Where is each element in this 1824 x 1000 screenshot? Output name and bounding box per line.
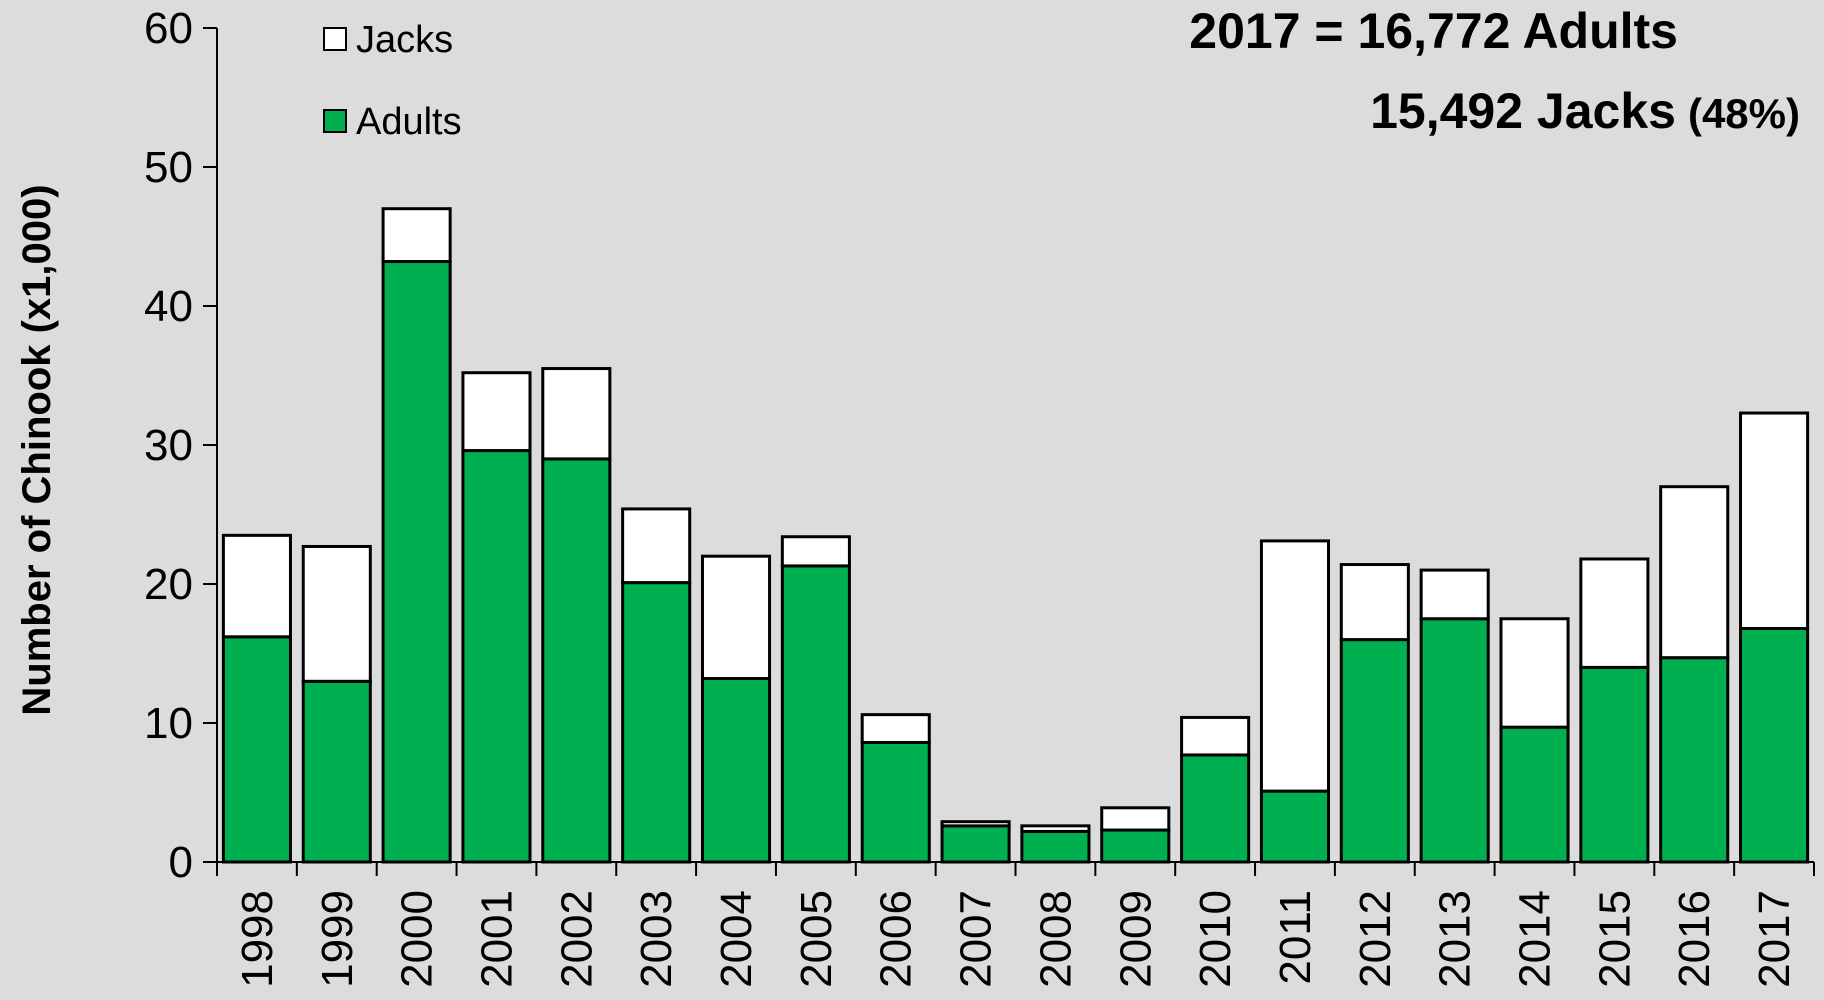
bar-jacks-2009: [1100, 806, 1171, 832]
bar-jacks-2002: [541, 367, 612, 461]
bar-adults-2007: [940, 824, 1011, 864]
bar-jacks-2012: [1339, 563, 1410, 642]
bar-jacks-2017: [1739, 411, 1810, 630]
bars-layer: [221, 207, 1810, 864]
bar-jacks-2014: [1499, 617, 1570, 729]
legend-swatch-adults: [323, 109, 347, 133]
bar-jacks-2007: [940, 820, 1011, 828]
bar-adults-2014: [1499, 725, 1570, 864]
bar-adults-2005: [780, 564, 851, 864]
x-tick-label-2001: 2001: [472, 890, 521, 988]
x-tick-label-2011: 2011: [1271, 890, 1320, 985]
bar-jacks-2006: [860, 713, 931, 744]
x-tick-label-2006: 2006: [872, 890, 921, 988]
bar-jacks-1998: [221, 533, 292, 639]
y-tick-label-20: 20: [144, 560, 193, 609]
legend-label-jacks: Jacks: [356, 19, 453, 61]
bar-adults-2008: [1020, 829, 1091, 864]
x-tick-label-2013: 2013: [1431, 890, 1480, 988]
x-tick-label-2000: 2000: [393, 890, 442, 988]
x-tick-label-2004: 2004: [712, 890, 761, 988]
bar-adults-2009: [1100, 828, 1171, 864]
bar-adults-2011: [1259, 789, 1331, 864]
y-tick-label-30: 30: [144, 421, 193, 470]
y-tick-label-40: 40: [144, 282, 193, 331]
annotation-jacks: 15,492 Jacks (48%): [1370, 83, 1800, 139]
axis-layer: 0 10 20 30 40 50 60 1998 1999 2000 2001 2002 2003 200…: [144, 4, 1815, 988]
bar-jacks-2001: [461, 371, 532, 453]
bar-jacks-2010: [1180, 715, 1251, 757]
x-tick-label-2003: 2003: [632, 890, 681, 988]
bar-adults-2012: [1339, 638, 1410, 864]
bar-jacks-2016: [1659, 485, 1730, 660]
x-tick-label-2016: 2016: [1670, 890, 1719, 988]
legend: Jacks Adults: [323, 19, 462, 143]
x-tick-label-2009: 2009: [1111, 890, 1160, 988]
x-tick-label-1999: 1999: [313, 890, 362, 988]
bar-adults-2001: [461, 449, 532, 864]
bar-adults-2004: [700, 677, 772, 864]
x-tick-label-1998: 1998: [233, 890, 282, 988]
bar-jacks-2005: [780, 535, 851, 568]
legend-swatch-jacks: [323, 27, 347, 51]
x-tick-label-2005: 2005: [792, 890, 841, 988]
bar-jacks-2008: [1020, 824, 1091, 833]
bar-jacks-2003: [621, 507, 692, 585]
legend-label-adults: Adults: [356, 101, 462, 143]
bar-adults-1998: [221, 635, 292, 864]
bar-jacks-2000: [381, 207, 452, 264]
bar-jacks-2015: [1579, 557, 1650, 669]
x-tick-label-2014: 2014: [1511, 890, 1560, 988]
bar-adults-2016: [1659, 656, 1730, 864]
x-tick-label-2012: 2012: [1351, 890, 1400, 988]
bar-adults-2002: [541, 457, 612, 864]
x-tick-label-2002: 2002: [552, 890, 601, 988]
annotation-adults: 2017 = 16,772 Adults: [1189, 3, 1678, 59]
bar-adults-2015: [1579, 665, 1650, 864]
bar-jacks-2004: [700, 554, 772, 681]
bar-jacks-2011: [1259, 539, 1331, 793]
y-tick-label-60: 60: [144, 4, 193, 53]
bar-jacks-1999: [301, 544, 372, 683]
y-tick-label-10: 10: [144, 699, 193, 748]
bar-adults-2000: [381, 260, 452, 864]
x-tick-label-2008: 2008: [1031, 890, 1080, 988]
bar-adults-2013: [1419, 617, 1490, 864]
annotation-jacks-count: 15,492 Jacks: [1370, 83, 1676, 139]
y-tick-label-0: 0: [169, 838, 193, 887]
annotation-jacks-pct: (48%): [1688, 90, 1800, 137]
bar-adults-2010: [1180, 753, 1251, 864]
x-tick-label-2007: 2007: [952, 890, 1001, 988]
y-tick-label-50: 50: [144, 143, 193, 192]
x-tick-label-2010: 2010: [1191, 890, 1240, 988]
bar-adults-2006: [860, 740, 931, 864]
x-tick-label-2015: 2015: [1590, 890, 1639, 988]
bar-adults-1999: [301, 679, 372, 864]
bar-adults-2003: [621, 581, 692, 864]
bar-jacks-2013: [1419, 568, 1490, 621]
y-axis-title: Number of Chinook (x1,000): [15, 184, 59, 715]
x-tick-label-2017: 2017: [1750, 890, 1799, 988]
bar-adults-2017: [1739, 626, 1810, 864]
